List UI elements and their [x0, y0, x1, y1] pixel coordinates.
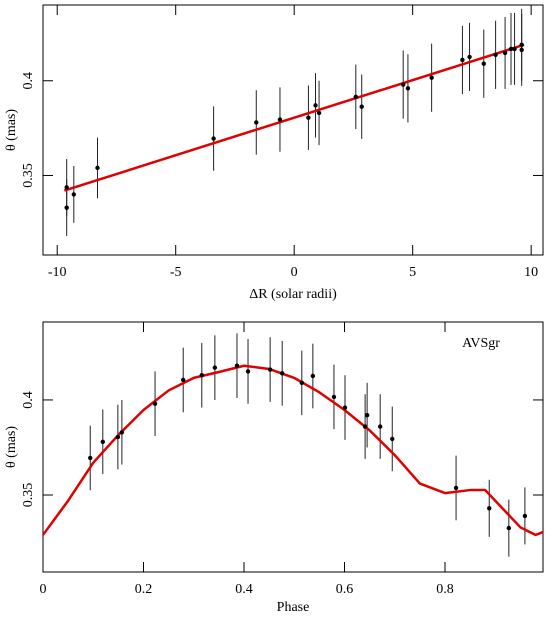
x-tick-label: 0.8 — [436, 582, 454, 597]
data-point — [64, 205, 69, 210]
annotation: AVSgr — [462, 336, 500, 351]
data-point — [64, 185, 69, 190]
data-point — [199, 373, 204, 378]
data-point — [481, 61, 486, 66]
data-point — [522, 513, 528, 519]
x-tick-label: 0.6 — [336, 582, 354, 597]
x-tick-label: 10 — [524, 265, 538, 280]
data-point — [331, 394, 337, 400]
data-point — [342, 405, 348, 410]
fit-curve — [63, 43, 525, 192]
data-point — [502, 50, 508, 56]
data-point — [453, 485, 459, 491]
data-point — [359, 104, 364, 109]
data-point — [519, 42, 524, 47]
plot-frame — [42, 321, 544, 573]
y-axis-label: θ (mas) — [4, 109, 19, 151]
data-point — [100, 439, 105, 444]
data-point — [181, 377, 186, 383]
data-point — [487, 506, 492, 511]
x-tick-label: -5 — [170, 265, 182, 280]
x-tick-label: 0.4 — [235, 582, 253, 597]
data-point — [88, 455, 93, 461]
plot-frame — [42, 4, 544, 256]
data-point — [115, 434, 121, 440]
data-point — [71, 192, 77, 197]
y-axis-label: θ (mas) — [4, 426, 19, 468]
data-point — [234, 363, 240, 368]
data-point — [512, 46, 517, 52]
data-point — [429, 75, 434, 80]
data-point — [519, 47, 524, 53]
data-point — [377, 424, 383, 429]
data-point — [467, 54, 472, 60]
data-point — [245, 369, 251, 374]
data-point — [277, 117, 283, 122]
data-point — [211, 136, 216, 141]
x-tick-label: 0 — [40, 582, 47, 597]
data-point — [313, 103, 318, 108]
data-point — [299, 380, 304, 386]
y-tick-label: 0.35 — [21, 163, 36, 188]
data-point — [316, 110, 322, 116]
data-point — [310, 373, 316, 379]
y-tick-label: 0.4 — [21, 72, 36, 90]
data-point — [405, 86, 411, 91]
data-point — [493, 52, 498, 58]
data-point — [364, 412, 370, 418]
fit-curve — [41, 364, 544, 537]
data-point — [152, 401, 158, 406]
data-point — [460, 57, 465, 63]
x-tick-label: -10 — [48, 265, 67, 280]
x-tick-label: 0 — [291, 265, 298, 280]
data-point — [353, 94, 358, 100]
data-point — [506, 525, 512, 531]
x-axis-label: ΔR (solar radii) — [249, 287, 337, 302]
data-point — [267, 367, 273, 372]
data-point — [212, 365, 218, 370]
data-point — [400, 82, 406, 87]
data-point — [306, 115, 311, 120]
data-point — [508, 46, 514, 52]
data-point — [119, 430, 125, 435]
x-tick-label: 5 — [409, 265, 416, 280]
data-point — [254, 120, 259, 125]
x-axis-label: Phase — [277, 600, 310, 615]
y-tick-label: 0.35 — [21, 483, 36, 508]
data-point — [95, 165, 100, 171]
data-point — [362, 424, 368, 429]
data-point — [390, 436, 395, 442]
y-tick-label: 0.4 — [21, 391, 36, 409]
x-tick-label: 0.2 — [135, 582, 153, 597]
data-point — [279, 371, 285, 376]
